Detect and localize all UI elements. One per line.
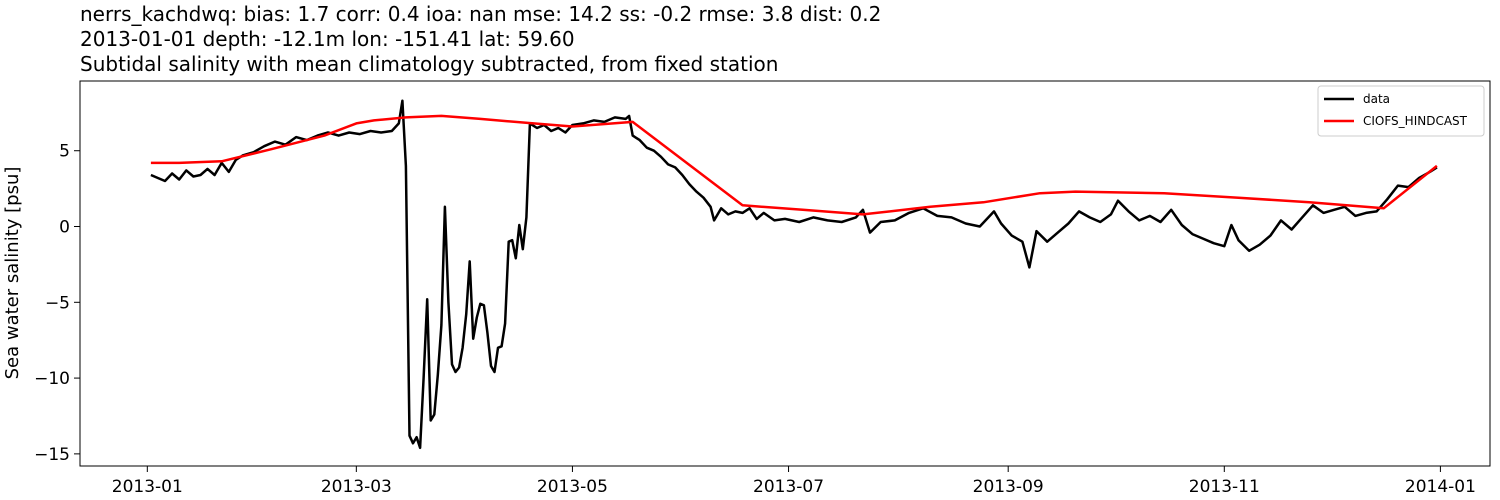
legend-label-data: data: [1363, 92, 1390, 106]
plot-area: [79, 80, 1491, 467]
x-tick-label: 2013-05: [537, 477, 608, 497]
y-axis: 5 0 −5 −10 −15: [34, 142, 80, 465]
x-tick-label: 2014-01: [1405, 477, 1476, 497]
x-axis: 2013-01 2013-03 2013-05 2013-07 2013-09 2013-…: [112, 466, 1476, 497]
legend-label-ciofs-hindcast: CIOFS_HINDCAST: [1363, 114, 1468, 128]
x-tick-label: 2013-03: [321, 477, 392, 497]
x-tick-label: 2013-01: [112, 477, 183, 497]
title-line-2: 2013-01-01 depth: -12.1m lon: -151.41 la…: [80, 27, 575, 51]
y-tick-label: 5: [59, 142, 70, 162]
chart-title: nerrs_kachdwq: bias: 1.7 corr: 0.4 ioa: …: [80, 2, 881, 77]
title-line-3: Subtidal salinity with mean climatology …: [80, 52, 779, 76]
y-tick-label: −15: [34, 445, 70, 465]
x-tick-label: 2013-09: [973, 477, 1044, 497]
y-tick-label: −5: [45, 293, 70, 313]
y-axis-label: Sea water salinity [psu]: [2, 167, 23, 380]
legend-box: [1317, 85, 1485, 137]
x-tick-label: 2013-11: [1189, 477, 1260, 497]
y-tick-label: −10: [34, 369, 70, 389]
legend: data CIOFS_HINDCAST: [1317, 85, 1485, 137]
x-tick-label: 2013-07: [753, 477, 824, 497]
title-line-1: nerrs_kachdwq: bias: 1.7 corr: 0.4 ioa: …: [80, 2, 882, 26]
series-line-ciofs-hindcast: [150, 114, 1438, 216]
series-layer: [150, 99, 1438, 450]
series-line-data: [150, 99, 1438, 450]
y-tick-label: 0: [59, 218, 70, 238]
